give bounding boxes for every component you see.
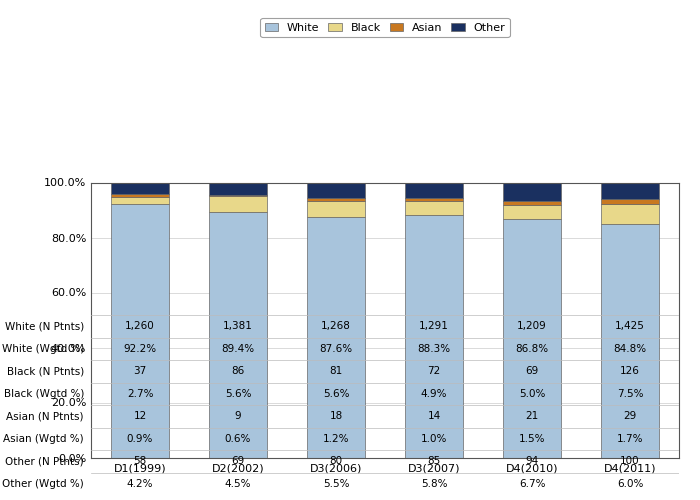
Bar: [307, 198, 365, 201]
Bar: [209, 194, 267, 196]
Text: Black (Wgtd %): Black (Wgtd %): [4, 389, 84, 399]
Text: 87.6%: 87.6%: [319, 344, 353, 354]
Text: 5.6%: 5.6%: [323, 389, 349, 399]
Text: Asian (Wgtd %): Asian (Wgtd %): [4, 434, 84, 444]
Text: 1.7%: 1.7%: [617, 434, 643, 444]
Text: 6.0%: 6.0%: [617, 479, 643, 488]
Text: Other (N Ptnts): Other (N Ptnts): [6, 456, 84, 466]
Text: 86: 86: [232, 366, 244, 376]
Text: Other (Wgtd %): Other (Wgtd %): [2, 479, 84, 488]
Bar: [601, 199, 659, 203]
Bar: [601, 182, 659, 199]
Text: 88.3%: 88.3%: [417, 344, 451, 354]
Text: 0.6%: 0.6%: [225, 434, 251, 444]
Text: 1,425: 1,425: [615, 322, 645, 331]
Text: 89.4%: 89.4%: [221, 344, 255, 354]
Text: 14: 14: [428, 411, 440, 421]
Bar: [405, 201, 463, 214]
Bar: [307, 183, 365, 198]
Text: 85: 85: [428, 456, 440, 466]
Text: 37: 37: [134, 366, 146, 376]
Text: 7.5%: 7.5%: [617, 389, 643, 399]
Text: 9: 9: [234, 411, 241, 421]
Bar: [601, 224, 659, 458]
Text: 5.5%: 5.5%: [323, 479, 349, 488]
Text: 86.8%: 86.8%: [515, 344, 549, 354]
Text: 21: 21: [526, 411, 538, 421]
Text: 1.2%: 1.2%: [323, 434, 349, 444]
Bar: [307, 201, 365, 216]
Bar: [111, 204, 169, 458]
Bar: [503, 205, 561, 219]
Legend: White, Black, Asian, Other: White, Black, Asian, Other: [260, 18, 510, 37]
Bar: [405, 214, 463, 458]
Bar: [307, 216, 365, 458]
Text: 94: 94: [526, 456, 538, 466]
Bar: [111, 182, 169, 194]
Text: 2.7%: 2.7%: [127, 389, 153, 399]
Text: 72: 72: [428, 366, 440, 376]
Bar: [405, 182, 463, 198]
Text: 69: 69: [232, 456, 244, 466]
Text: White (N Ptnts): White (N Ptnts): [5, 322, 84, 331]
Text: 5.0%: 5.0%: [519, 389, 545, 399]
Bar: [111, 196, 169, 204]
Bar: [209, 182, 267, 194]
Text: 80: 80: [330, 456, 342, 466]
Text: 1,209: 1,209: [517, 322, 547, 331]
Bar: [209, 212, 267, 458]
Bar: [601, 204, 659, 225]
Text: Asian (N Ptnts): Asian (N Ptnts): [6, 411, 84, 421]
Text: 1,268: 1,268: [321, 322, 351, 331]
Text: 1,260: 1,260: [125, 322, 155, 331]
Text: 126: 126: [620, 366, 640, 376]
Text: 4.5%: 4.5%: [225, 479, 251, 488]
Text: 84.8%: 84.8%: [613, 344, 647, 354]
Text: 5.8%: 5.8%: [421, 479, 447, 488]
Text: 69: 69: [526, 366, 538, 376]
Text: 92.2%: 92.2%: [123, 344, 157, 354]
Text: 81: 81: [330, 366, 342, 376]
Bar: [503, 201, 561, 205]
Text: 1.0%: 1.0%: [421, 434, 447, 444]
Text: Black (N Ptnts): Black (N Ptnts): [7, 366, 84, 376]
Text: 18: 18: [330, 411, 342, 421]
Bar: [111, 194, 169, 196]
Text: 100: 100: [620, 456, 640, 466]
Bar: [503, 219, 561, 458]
Text: 1,291: 1,291: [419, 322, 449, 331]
Text: 4.9%: 4.9%: [421, 389, 447, 399]
Text: 29: 29: [624, 411, 636, 421]
Text: 12: 12: [134, 411, 146, 421]
Text: 0.9%: 0.9%: [127, 434, 153, 444]
Text: White (Wgtd %): White (Wgtd %): [1, 344, 84, 354]
Text: 1,381: 1,381: [223, 322, 253, 331]
Text: 5.6%: 5.6%: [225, 389, 251, 399]
Bar: [209, 196, 267, 212]
Text: 58: 58: [134, 456, 146, 466]
Text: 1.5%: 1.5%: [519, 434, 545, 444]
Text: 6.7%: 6.7%: [519, 479, 545, 488]
Text: 4.2%: 4.2%: [127, 479, 153, 488]
Bar: [405, 198, 463, 201]
Bar: [503, 182, 561, 201]
